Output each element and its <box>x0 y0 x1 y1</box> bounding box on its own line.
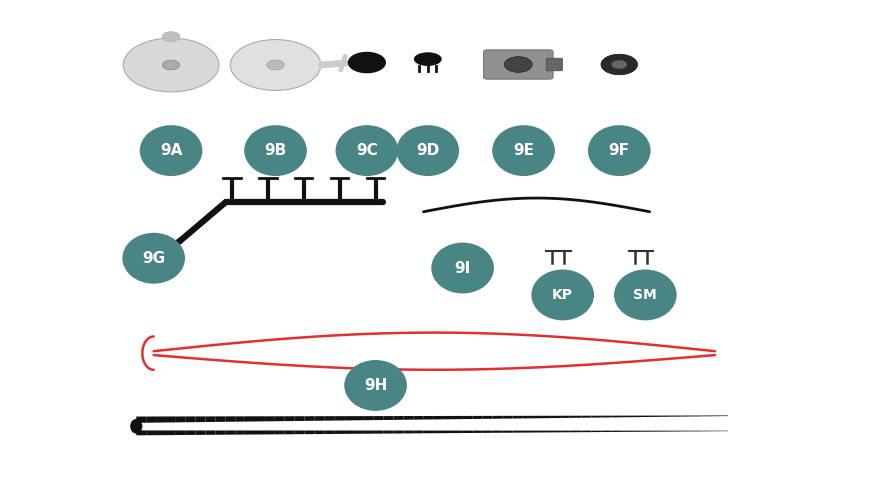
Circle shape <box>230 39 320 91</box>
Text: 9B: 9B <box>265 143 286 158</box>
Text: SM: SM <box>634 288 657 302</box>
Text: KP: KP <box>553 288 574 302</box>
Circle shape <box>267 60 285 70</box>
Ellipse shape <box>122 233 185 284</box>
Ellipse shape <box>588 125 650 176</box>
Ellipse shape <box>492 125 555 176</box>
Ellipse shape <box>532 270 594 320</box>
Ellipse shape <box>140 125 203 176</box>
Ellipse shape <box>614 270 677 320</box>
Text: 9C: 9C <box>356 143 378 158</box>
Circle shape <box>162 60 180 70</box>
Circle shape <box>505 57 533 72</box>
Ellipse shape <box>431 243 494 293</box>
Circle shape <box>347 52 386 73</box>
Ellipse shape <box>344 360 407 411</box>
Text: 9G: 9G <box>142 251 165 266</box>
Ellipse shape <box>396 125 459 176</box>
Text: 9H: 9H <box>364 378 388 393</box>
Circle shape <box>611 60 627 69</box>
Circle shape <box>123 38 219 92</box>
FancyBboxPatch shape <box>546 58 563 71</box>
Text: 9F: 9F <box>608 143 629 158</box>
Circle shape <box>162 31 180 41</box>
Ellipse shape <box>335 125 398 176</box>
Text: 9E: 9E <box>513 143 534 158</box>
FancyBboxPatch shape <box>484 50 553 79</box>
Text: 9D: 9D <box>416 143 439 158</box>
Ellipse shape <box>244 125 306 176</box>
Ellipse shape <box>130 419 142 433</box>
Ellipse shape <box>414 52 442 66</box>
Circle shape <box>601 54 637 75</box>
Text: 9A: 9A <box>160 143 182 158</box>
Text: 9I: 9I <box>455 261 471 276</box>
